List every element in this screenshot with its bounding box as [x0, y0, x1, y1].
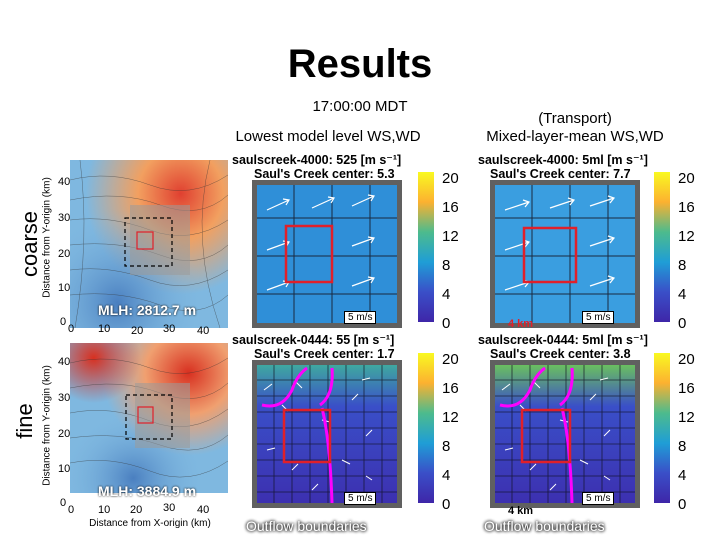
colorbar-tick: 8: [678, 257, 687, 274]
wind-panel-fine-ml-svg: [495, 365, 635, 504]
coarse-y-tick: 10: [58, 282, 71, 294]
colorbar-tick: 20: [678, 170, 695, 187]
colorbar-tick: 12: [442, 409, 459, 426]
scale-label: 5 m/s: [582, 492, 615, 505]
panel-title-line1: saulscreek-4000: 5ml [m s⁻¹]: [478, 153, 648, 167]
column-header-lowest: Lowest model level WS,WD: [208, 128, 448, 146]
km-label: 4 km: [508, 318, 534, 330]
wind-panel-coarse-ml-svg: [495, 185, 635, 323]
time-label: 17:00:00 MDT: [312, 98, 408, 115]
colorbar-tick: 20: [442, 351, 459, 368]
coarse-terrain-svg: [69, 159, 229, 329]
scale-label: 5 m/s: [582, 311, 615, 324]
fine-x-tick: 20: [130, 504, 143, 516]
coarse-x-tick: 10: [98, 323, 111, 335]
scale-label: 5 m/s: [344, 492, 377, 505]
row-label-coarse: coarse: [17, 210, 42, 277]
colorbar-tick: 0: [678, 315, 687, 332]
panel-title-line2: Saul's Creek center: 5.3: [254, 167, 395, 181]
coarse-y-tick: 0: [60, 316, 67, 328]
column-header-lowest-text: Lowest model level WS,WD: [235, 128, 421, 145]
km-label: 4 km: [508, 505, 534, 517]
colorbar-tick: 12: [678, 228, 695, 245]
scale-label: 5 m/s: [344, 311, 377, 324]
coarse-x-tick: 0: [68, 323, 75, 335]
fine-terrain-svg: [69, 343, 229, 493]
outflow-label-lowest: Outflow boundaries: [246, 518, 367, 534]
colorbar-fine-ml: [654, 353, 670, 503]
colorbar-tick: 0: [442, 496, 451, 513]
column-header-transport-line2: Mixed-layer-mean WS,WD: [486, 128, 664, 145]
panel-title-line2: Saul's Creek center: 3.8: [490, 347, 631, 361]
fine-y-tick: 40: [58, 356, 71, 368]
colorbar-fine-lowest: [418, 353, 434, 503]
coarse-terrain-map: [69, 159, 229, 329]
coarse-y-tick: 30: [58, 212, 71, 224]
fine-y-tick: 30: [58, 392, 71, 404]
colorbar-tick: 4: [678, 467, 687, 484]
wind-panel-coarse-lowest: [252, 180, 402, 328]
panel-title-coarse-lowest: saulscreek-4000: 525 [m s⁻¹] Saul's Cree…: [232, 153, 442, 181]
colorbar-tick: 12: [442, 228, 459, 245]
panel-title-fine-ml: saulscreek-0444: 5ml [m s⁻¹] Saul's Cree…: [478, 333, 678, 361]
coarse-y-tick: 40: [58, 176, 71, 188]
x-axis-label: Distance from X-origin (km): [89, 518, 211, 529]
panel-title-line1: saulscreek-4000: 525 [m s⁻¹]: [232, 153, 402, 167]
colorbar-tick: 8: [442, 257, 451, 274]
coarse-x-tick: 20: [131, 325, 144, 337]
colorbar-tick: 8: [442, 438, 451, 455]
colorbar-tick: 12: [678, 409, 695, 426]
coarse-y-tick: 20: [58, 248, 71, 260]
coarse-x-tick: 30: [163, 323, 176, 335]
panel-title-line2: Saul's Creek center: 1.7: [254, 347, 395, 361]
column-header-transport: (Transport) Mixed-layer-mean WS,WD: [465, 110, 685, 146]
fine-y-tick: 20: [58, 428, 71, 440]
colorbar-tick: 4: [678, 286, 687, 303]
colorbar-tick: 16: [442, 380, 459, 397]
colorbar-tick: 4: [442, 467, 451, 484]
colorbar-tick: 20: [442, 170, 459, 187]
fine-x-tick: 10: [98, 504, 111, 516]
y-axis-label-coarse: Distance from Y-origin (km): [41, 177, 53, 298]
column-header-transport-line1: (Transport): [538, 110, 612, 127]
wind-panel-fine-lowest-svg: [257, 365, 397, 504]
fine-x-tick: 40: [197, 504, 210, 516]
panel-title-fine-lowest: saulscreek-0444: 55 [m s⁻¹] Saul's Creek…: [232, 333, 442, 361]
wind-panel-fine-ml: [490, 360, 640, 508]
wind-panel-coarse-lowest-svg: [257, 185, 397, 323]
wind-panel-coarse-ml: [490, 180, 640, 328]
colorbar-tick: 16: [678, 380, 695, 397]
colorbar-tick: 20: [678, 351, 695, 368]
fine-y-tick: 10: [58, 463, 71, 475]
coarse-x-tick: 40: [197, 325, 210, 337]
mlh-fine: MLH: 3884.9 m: [98, 483, 197, 499]
panel-title-line2: Saul's Creek center: 7.7: [490, 167, 631, 181]
slide-title: Results: [287, 42, 433, 86]
panel-title-coarse-ml: saulscreek-4000: 5ml [m s⁻¹] Saul's Cree…: [478, 153, 678, 181]
mlh-coarse: MLH: 2812.7 m: [98, 302, 197, 318]
fine-x-tick: 0: [68, 504, 75, 516]
row-label-fine: fine: [12, 403, 37, 439]
outflow-label-ml: Outflow boundaries: [484, 518, 605, 534]
fine-y-tick: 0: [60, 497, 67, 509]
colorbar-coarse-lowest: [418, 172, 434, 322]
panel-title-line1: saulscreek-0444: 5ml [m s⁻¹]: [478, 333, 648, 347]
fine-x-tick: 30: [163, 502, 176, 514]
fine-terrain-map: [69, 343, 229, 493]
colorbar-tick: 0: [442, 315, 451, 332]
colorbar-tick: 0: [678, 496, 687, 513]
panel-title-line1: saulscreek-0444: 55 [m s⁻¹]: [232, 333, 395, 347]
colorbar-tick: 4: [442, 286, 451, 303]
wind-panel-fine-lowest: [252, 360, 402, 508]
colorbar-tick: 8: [678, 438, 687, 455]
colorbar-tick: 16: [678, 199, 695, 216]
colorbar-tick: 16: [442, 199, 459, 216]
colorbar-coarse-ml: [654, 172, 670, 322]
y-axis-label-fine: Distance from Y-origin (km): [41, 365, 53, 486]
